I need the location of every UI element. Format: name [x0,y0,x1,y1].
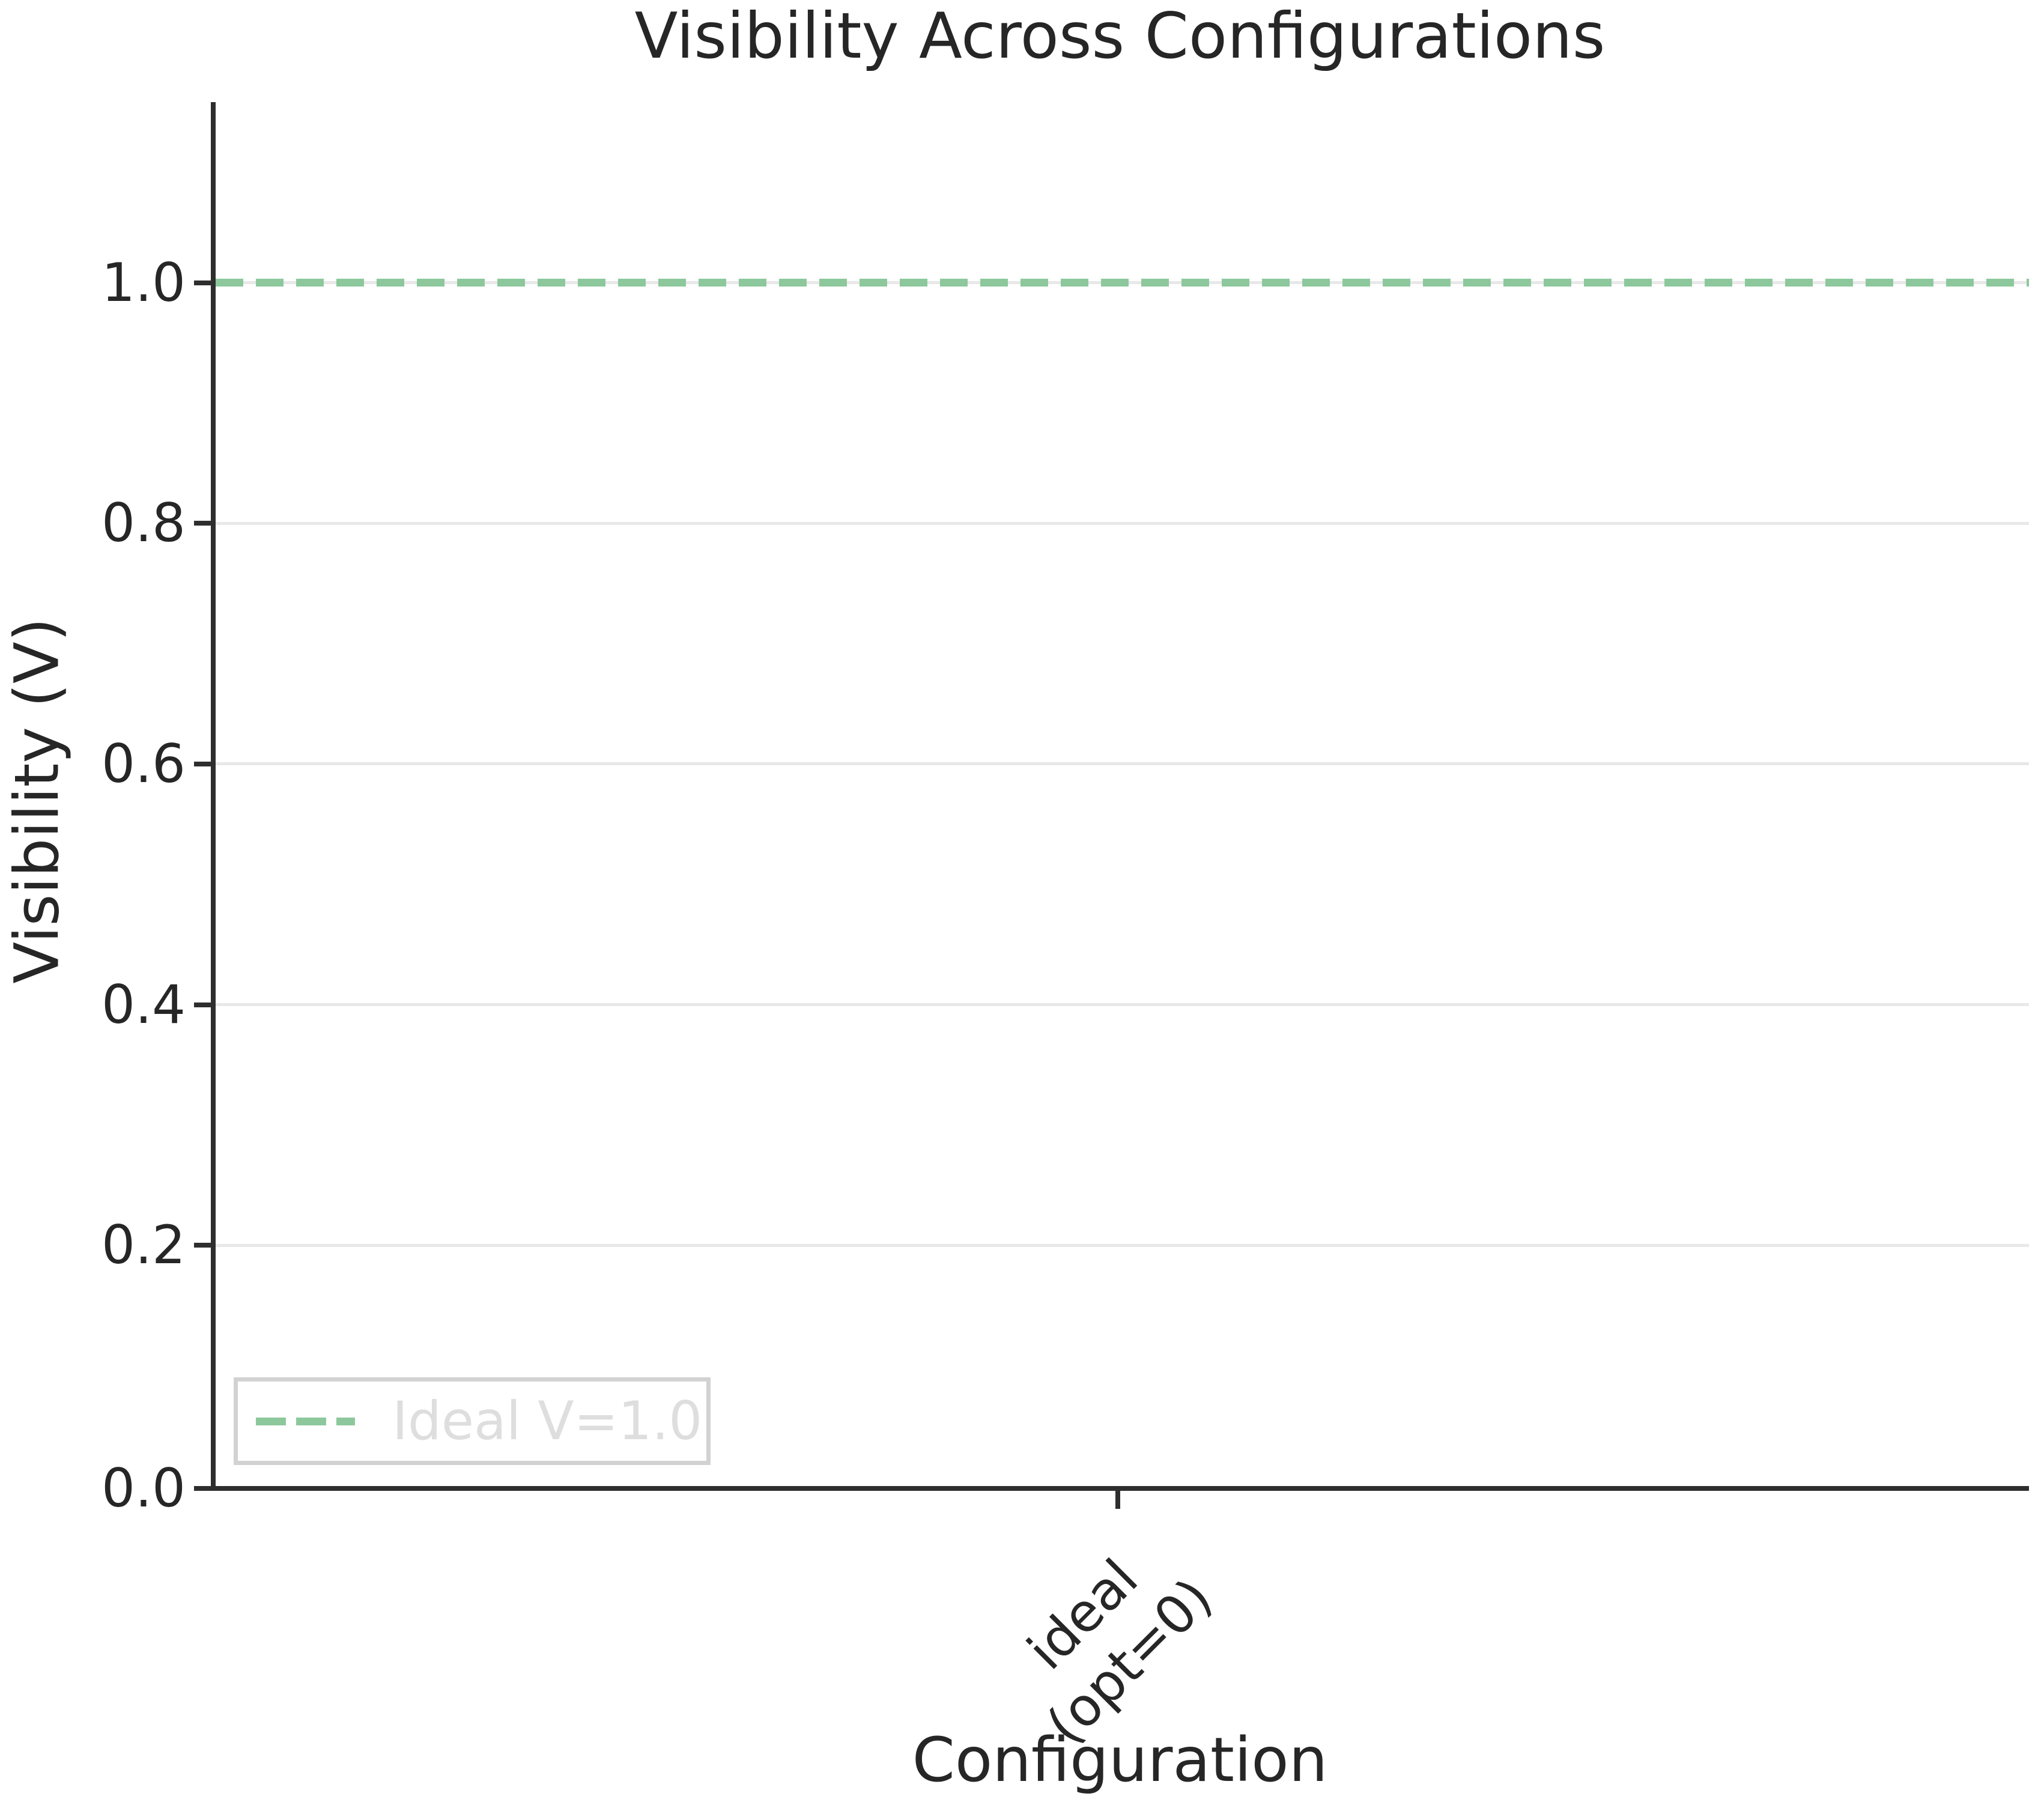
gridline-y-0.8 [216,521,2029,525]
y-tick-mark-1.0 [194,280,211,285]
x-tick-mark-0 [1115,1486,1120,1509]
legend: Ideal V=1.0 [234,1377,711,1465]
y-tick-label-0.0: 0.0 [102,1457,186,1519]
y-tick-mark-0.2 [194,1243,211,1248]
y-tick-mark-0.4 [194,1002,211,1007]
y-tick-mark-0.8 [194,521,211,526]
x-axis-label: Configuration [912,1724,1328,1796]
x-tick-label-0: ideal (opt=0) [1015,1547,1224,1756]
y-tick-label-0.8: 0.8 [102,492,186,554]
y-tick-label-1.0: 1.0 [102,251,186,314]
y-tick-label-0.4: 0.4 [102,973,186,1036]
y-tick-label-0.2: 0.2 [102,1214,186,1276]
plot-area [211,102,2029,1491]
y-tick-mark-0.0 [194,1486,211,1491]
legend-label: Ideal V=1.0 [392,1390,703,1452]
y-tick-label-0.6: 0.6 [102,732,186,795]
y-axis-label: Visibility (V) [1,617,73,984]
ideal-reference-line [216,279,2029,287]
gridline-y-0.2 [216,1243,2029,1247]
gridline-y-0.6 [216,762,2029,766]
legend-dashed-line-swatch [256,1417,355,1425]
chart-title: Visibility Across Configurations [634,0,1606,73]
gridline-y-0.4 [216,1003,2029,1007]
y-tick-mark-0.6 [194,761,211,766]
